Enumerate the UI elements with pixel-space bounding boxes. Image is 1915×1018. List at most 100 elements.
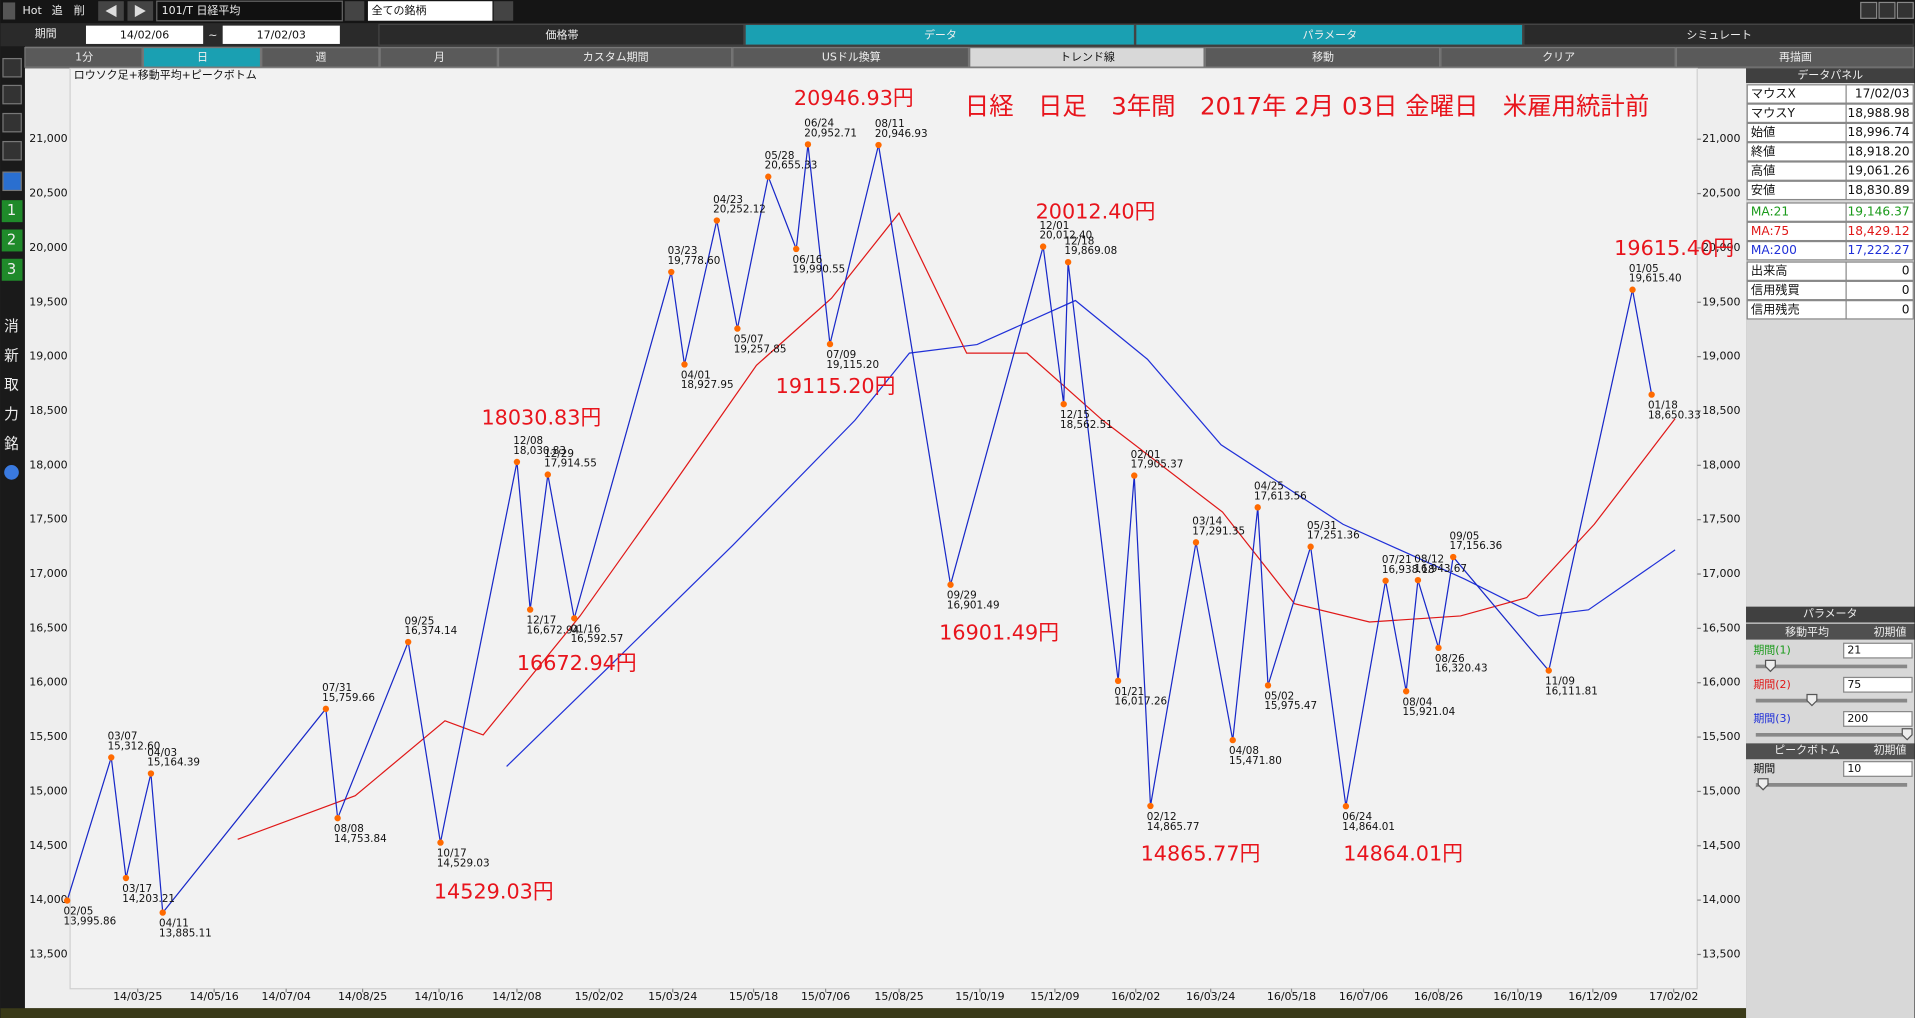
pb-default-button[interactable]: 初期値	[1874, 744, 1907, 757]
peak-dot	[1114, 677, 1122, 685]
minimize-button[interactable]	[1860, 1, 1878, 19]
from-box[interactable]	[85, 25, 204, 44]
peak-value: 17,613.56	[1254, 490, 1307, 502]
peak-date: 12/18	[1064, 235, 1094, 247]
y-tick-label: 19,500	[1702, 295, 1740, 308]
toolbar-button[interactable]	[379, 46, 498, 68]
tab[interactable]	[378, 23, 745, 46]
sidebar-label[interactable]: 取	[4, 377, 19, 394]
toolbar-button[interactable]	[1204, 46, 1441, 68]
toolbar-button[interactable]	[732, 46, 970, 68]
logo-icon	[2, 2, 16, 20]
filter-box[interactable]	[367, 1, 493, 21]
tab[interactable]	[1135, 23, 1524, 46]
sidebar-label[interactable]: 2	[7, 231, 16, 248]
peak-date: 02/01	[1131, 449, 1161, 461]
toolbar-button[interactable]	[261, 46, 380, 68]
sidebar-label[interactable]: 力	[4, 406, 19, 423]
toolbar-button[interactable]	[1675, 46, 1914, 68]
tool-icon[interactable]	[2, 171, 22, 192]
filter-dropdown[interactable]	[493, 1, 514, 21]
peak-date: 01/16	[571, 623, 601, 635]
sidebar-label[interactable]: 1	[7, 202, 16, 219]
peak-value: 14,864.01	[1342, 821, 1395, 833]
toolbar-button[interactable]	[497, 46, 733, 68]
toolbar-button[interactable]	[1440, 46, 1676, 68]
panel-row	[1746, 122, 1914, 143]
peak-date: 08/08	[334, 823, 364, 835]
panel-key: 信用残売	[1751, 301, 1800, 316]
peak-date: 08/12	[1414, 553, 1444, 565]
tab-label: 価格帯	[546, 27, 579, 41]
symbol-box[interactable]	[156, 0, 343, 22]
y-tick-label-left: 14,500	[29, 839, 67, 852]
sidebar-label[interactable]: 新	[4, 347, 19, 364]
param-input[interactable]	[1843, 761, 1913, 777]
button-label: カスタム期間	[583, 50, 649, 63]
sidebar-label[interactable]: 3	[7, 261, 16, 278]
tab[interactable]	[744, 23, 1136, 46]
sidebar-label[interactable]: 銘	[4, 435, 19, 452]
slider-knob[interactable]	[1901, 728, 1913, 741]
sidebar-label[interactable]: 消	[4, 318, 19, 335]
y-tick-label-left: 16,000	[29, 676, 67, 689]
price-annotation: 19615.40円	[1614, 236, 1734, 260]
toolbar-button[interactable]	[142, 46, 262, 68]
y-tick-label: 18,000	[1702, 458, 1740, 471]
tab[interactable]	[1523, 23, 1914, 46]
peak-value: 14,203.21	[122, 893, 175, 905]
close-button[interactable]	[1896, 1, 1914, 19]
panel-title: データパネル	[1797, 68, 1863, 82]
x-tick-label: 15/05/18	[729, 990, 778, 1003]
symbol-dropdown[interactable]	[344, 1, 365, 21]
chart-title: 日経 日足 3年間 2017年 2月 03日 金曜日 米雇用統計前	[965, 91, 1649, 120]
tool-icon[interactable]	[2, 84, 22, 105]
panel-value: 0	[1902, 283, 1910, 297]
peak-date: 02/05	[64, 906, 94, 918]
peak-value: 19,115.20	[826, 359, 879, 371]
param-input[interactable]	[1843, 676, 1913, 693]
peak-value: 14,529.03	[437, 857, 490, 869]
peak-date: 05/07	[734, 334, 764, 346]
param-input[interactable]	[1843, 711, 1913, 727]
peak-dot	[1060, 401, 1067, 408]
hot-button[interactable]: Hot	[23, 4, 43, 17]
symbol-text: 101/T 日経平均	[162, 3, 241, 17]
peak-value: 15,164.39	[147, 757, 200, 769]
panel-key: 信用残買	[1751, 282, 1800, 297]
add-button[interactable]: 追	[52, 3, 63, 17]
peak-dot	[875, 141, 882, 149]
maximize-button[interactable]	[1878, 1, 1896, 19]
ma-default-button[interactable]: 初期値	[1874, 625, 1907, 638]
peak-date: 08/26	[1435, 653, 1465, 665]
settings-icon[interactable]	[4, 465, 19, 480]
param-value: 75	[1847, 678, 1861, 691]
slider-knob[interactable]	[1757, 778, 1769, 791]
tool-icon[interactable]	[2, 57, 22, 78]
tool-icon[interactable]	[2, 112, 22, 133]
slider-knob[interactable]	[1764, 659, 1776, 673]
tool-icon[interactable]	[2, 140, 22, 161]
param-input[interactable]	[1843, 642, 1913, 659]
number-button[interactable]	[1, 229, 23, 252]
slider-knob[interactable]	[1806, 693, 1818, 707]
to-box[interactable]	[222, 25, 340, 44]
y-tick-label-left: 16,500	[29, 621, 67, 634]
peak-date: 01/18	[1648, 400, 1678, 412]
number-button[interactable]	[1, 258, 23, 281]
param-value: 200	[1847, 712, 1868, 725]
toolbar-button[interactable]	[24, 46, 143, 68]
top-bar-items: Hot 追 削 101/T 日経平均 全ての銘柄 期間 14/02/06 ~ 1…	[2, 0, 1914, 44]
y-tick-label-left: 17,000	[29, 567, 67, 580]
price-annotation: 14529.03円	[434, 879, 554, 903]
peak-date: 06/24	[1342, 811, 1372, 823]
toolbar-button[interactable]	[969, 46, 1205, 68]
y-tick-label: 21,000	[1702, 132, 1740, 145]
peak-value: 15,975.47	[1264, 700, 1317, 712]
peak-dot	[404, 638, 412, 646]
number-button[interactable]	[1, 200, 23, 223]
plot: ロウソク足+移動平均+ピークボトム 日経 日足 3年間 2017年 2月 03日…	[29, 68, 1740, 1004]
peak-dot	[108, 754, 115, 761]
delete-button[interactable]: 削	[74, 3, 85, 17]
